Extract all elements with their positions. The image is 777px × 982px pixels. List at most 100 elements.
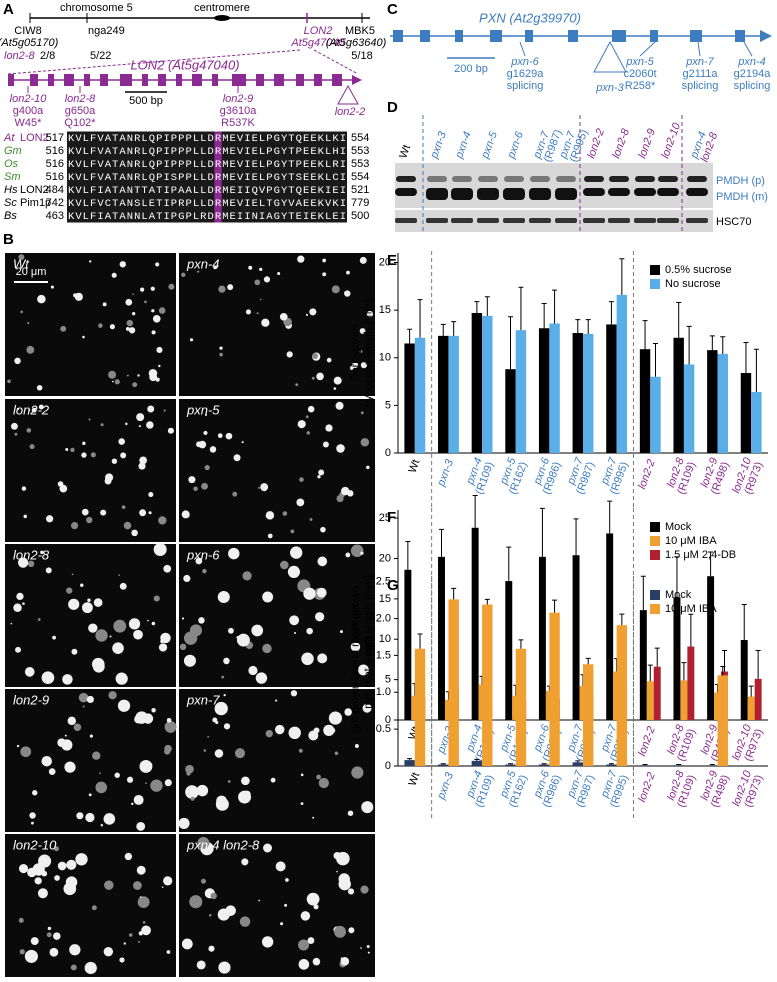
start-position: 516 xyxy=(46,171,64,183)
peroxisome xyxy=(314,612,325,622)
start-position: 463 xyxy=(46,210,64,222)
error-bar xyxy=(474,758,480,761)
error-bar xyxy=(676,302,682,338)
peroxisome xyxy=(91,657,105,671)
peroxisome xyxy=(141,925,151,936)
peroxisome xyxy=(245,309,251,315)
peroxisome xyxy=(31,821,34,825)
label: splicing xyxy=(682,80,719,92)
band-label: PMDH (p) xyxy=(716,175,765,187)
error-bar xyxy=(451,321,457,336)
peroxisome xyxy=(308,730,319,741)
peroxisome xyxy=(188,476,196,484)
peroxisome xyxy=(287,565,301,578)
peroxisome xyxy=(153,595,160,602)
error-bar xyxy=(688,613,694,647)
bar xyxy=(616,625,628,766)
exon xyxy=(84,74,90,86)
band-m xyxy=(451,188,473,200)
peroxisome xyxy=(260,483,269,492)
peroxisome xyxy=(164,779,172,787)
peroxisome xyxy=(65,448,69,452)
bar xyxy=(673,765,684,766)
peroxisome xyxy=(121,505,126,510)
peroxisome xyxy=(10,422,18,430)
peroxisome xyxy=(89,260,92,263)
blot-hsc70 xyxy=(395,210,713,232)
peroxisome xyxy=(152,314,161,323)
x-tick-label: pxn-7(R995) xyxy=(598,455,630,496)
bar xyxy=(505,369,516,453)
peroxisome xyxy=(140,287,145,292)
peroxisome xyxy=(49,947,59,957)
peroxisome xyxy=(163,409,166,412)
peroxisome xyxy=(189,338,194,342)
peroxisome xyxy=(334,751,339,756)
peroxisome xyxy=(195,557,203,565)
peroxisome xyxy=(354,744,359,749)
x-tick-label: pxn-5(R162) xyxy=(498,768,530,809)
sequence: KVLFIATANNLATIPGPLRDRMEIINIAGYTEIEKLEI xyxy=(68,211,346,223)
peroxisome xyxy=(359,946,363,950)
exon xyxy=(332,74,342,86)
panel-label: F xyxy=(387,509,396,526)
bar xyxy=(505,764,516,766)
lane-text: lon2-9 xyxy=(636,127,658,160)
lane-text: pxn-3 xyxy=(428,129,449,161)
peroxisome xyxy=(24,949,38,963)
peroxisome xyxy=(71,573,74,576)
peroxisome xyxy=(138,931,144,936)
peroxisome xyxy=(76,812,84,820)
bar xyxy=(673,337,684,453)
band-hsc70 xyxy=(426,218,448,223)
label: g3610a xyxy=(220,105,258,117)
label: 500 bp xyxy=(129,95,163,107)
bar xyxy=(515,648,527,766)
species: Hs xyxy=(4,184,18,196)
peroxisome xyxy=(132,293,134,296)
peroxisome xyxy=(142,921,146,924)
bar xyxy=(717,353,728,453)
peroxisome xyxy=(164,720,177,733)
peroxisome xyxy=(360,362,368,369)
bar xyxy=(538,764,550,766)
error-bar xyxy=(539,507,545,557)
peroxisome xyxy=(109,324,115,330)
y-tick-label: 1.5 xyxy=(376,649,391,661)
peroxisome xyxy=(197,836,210,849)
peroxisome xyxy=(45,515,54,523)
peroxisome xyxy=(68,598,80,610)
peroxisome xyxy=(125,422,128,426)
insertion-mark xyxy=(337,84,359,105)
peroxisome xyxy=(348,927,355,934)
band-m xyxy=(477,188,499,200)
panel-label: E xyxy=(387,252,397,269)
y-axis-label: Light-grown lateral roots per mm root len… xyxy=(349,603,374,740)
peroxisome xyxy=(82,441,86,446)
exon xyxy=(393,30,403,42)
peroxisome xyxy=(300,773,304,777)
peroxisome xyxy=(111,272,117,278)
peroxisome xyxy=(261,936,274,948)
peroxisome xyxy=(297,420,306,429)
peroxisome xyxy=(347,490,354,497)
error-bar xyxy=(440,323,446,336)
peroxisome xyxy=(317,556,328,567)
category: lon2-2 xyxy=(636,458,658,491)
peroxisome xyxy=(136,865,146,875)
peroxisome xyxy=(158,364,161,368)
peroxisome xyxy=(62,674,73,685)
peroxisome xyxy=(48,768,56,775)
peroxisome xyxy=(150,286,155,291)
lane-label: pxn-7(R987) xyxy=(531,128,564,164)
sequence: KVLFIATANTTATIPAALLDRMEIIQVPGYTQEEKIEI xyxy=(68,185,346,197)
lane-label: pxn-6 xyxy=(505,129,526,161)
peroxisome xyxy=(344,708,352,716)
peroxisome xyxy=(59,484,68,493)
peroxisome xyxy=(64,734,67,737)
exon xyxy=(650,30,658,42)
peroxisome xyxy=(178,817,190,829)
peroxisome xyxy=(185,785,199,799)
peroxisome xyxy=(125,298,133,306)
y-tick-label: 2.5 xyxy=(376,576,391,588)
